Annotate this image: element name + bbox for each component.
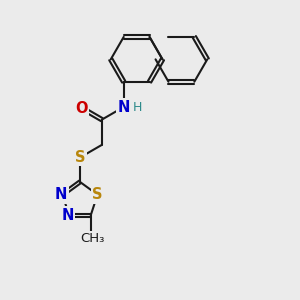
Text: H: H bbox=[132, 100, 142, 113]
Text: N: N bbox=[61, 208, 74, 223]
Text: O: O bbox=[75, 101, 87, 116]
Text: CH₃: CH₃ bbox=[80, 232, 104, 244]
Text: N: N bbox=[55, 187, 67, 202]
Text: S: S bbox=[75, 150, 85, 165]
Text: N: N bbox=[118, 100, 130, 115]
Text: S: S bbox=[92, 187, 103, 202]
